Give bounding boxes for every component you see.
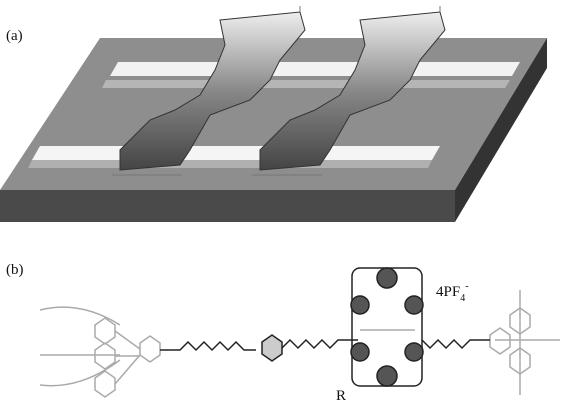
counterion: 4PF4- [436,281,469,304]
group-label: R [336,388,346,404]
figure: (a) (b) [0,0,567,413]
molecule [40,268,560,397]
formula-superscript: - [465,281,468,292]
panel-label: (b) [6,262,24,278]
formula-base: 4PF [436,284,460,300]
panel-label: (a) [6,28,23,44]
formula-subscript: 4 [460,293,465,304]
